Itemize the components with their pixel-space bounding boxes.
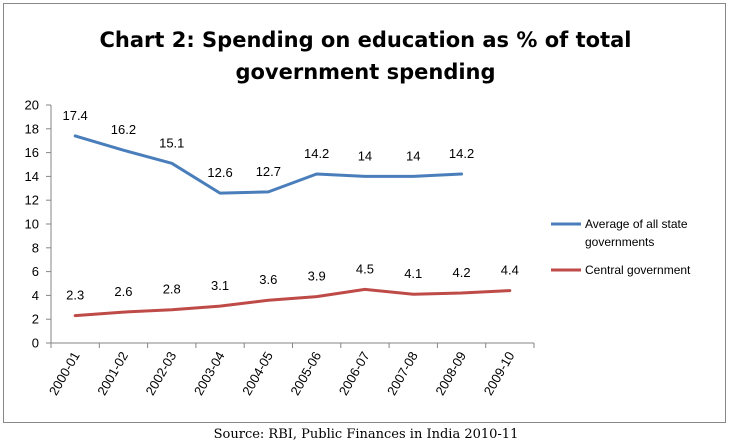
chart-legend: Average of all state governments Central g… — [551, 217, 691, 277]
data-label: 14 — [358, 148, 372, 163]
data-label: 4.2 — [453, 265, 471, 280]
data-label: 3.9 — [308, 269, 326, 284]
source-note: Source: RBI, Public Finances in India 20… — [213, 427, 519, 442]
data-label: 3.1 — [211, 278, 229, 293]
y-tick-label: 0 — [32, 336, 39, 351]
data-label: 2.8 — [163, 282, 181, 297]
y-tick-label: 14 — [25, 169, 39, 184]
data-label: 4.4 — [501, 263, 519, 278]
y-tick-label: 8 — [32, 240, 39, 255]
series-line-0 — [73, 134, 463, 195]
series-layer — [73, 134, 512, 318]
chart-title: Chart 2: Spending on education as % of t… — [4, 24, 727, 88]
x-tick-label: 2004-05 — [239, 349, 276, 398]
legend-label: Average of all state — [585, 217, 688, 231]
data-label: 14 — [406, 148, 420, 163]
data-label: 4.5 — [356, 261, 374, 276]
data-label: 14.2 — [449, 146, 474, 161]
y-tick-label: 2 — [32, 312, 39, 327]
y-tick-label: 6 — [32, 264, 39, 279]
y-tick-label: 4 — [32, 288, 39, 303]
data-label: 12.7 — [256, 164, 281, 179]
chart-title-line-1: Chart 2: Spending on education as % of t… — [99, 28, 632, 52]
data-labels-layer: 17.4 16.2 15.1 12.6 12.7 14.2 14 14 14.2 2.3 2.6 2.… — [62, 108, 518, 303]
x-tick-label: 2007-08 — [384, 349, 421, 398]
data-label: 15.1 — [159, 135, 184, 150]
x-tick-label: 2006-07 — [336, 349, 373, 398]
series-line-1 — [73, 287, 512, 318]
x-tick-label: 2009-10 — [481, 349, 518, 398]
legend-label: governments — [585, 235, 654, 249]
data-label: 16.2 — [111, 122, 136, 137]
y-tick-label: 20 — [25, 98, 39, 113]
chart-title-line-2: government spending — [235, 60, 496, 84]
x-tick-label: 2005-06 — [287, 349, 324, 398]
y-tick-label: 12 — [25, 193, 39, 208]
data-label: 17.4 — [62, 108, 87, 123]
data-label: 14.2 — [304, 146, 329, 161]
x-tick-label: 2001-02 — [94, 349, 131, 398]
y-tick-label: 16 — [25, 145, 39, 160]
x-tick-label: 2008-09 — [432, 349, 469, 398]
x-tick-label: 2000-01 — [46, 349, 83, 398]
data-label: 12.6 — [207, 165, 232, 180]
y-tick-label: 18 — [25, 121, 39, 136]
data-label: 3.6 — [259, 272, 277, 287]
chart-frame: Chart 2: Spending on education as % of t… — [3, 3, 726, 423]
data-label: 2.3 — [66, 288, 84, 303]
data-label: 2.6 — [114, 284, 132, 299]
legend-label: Central government — [585, 263, 691, 277]
y-tick-label: 10 — [25, 217, 39, 232]
x-tick-label: 2003-04 — [191, 349, 228, 398]
data-label: 4.1 — [404, 266, 422, 281]
x-tick-label: 2002-03 — [142, 349, 179, 398]
